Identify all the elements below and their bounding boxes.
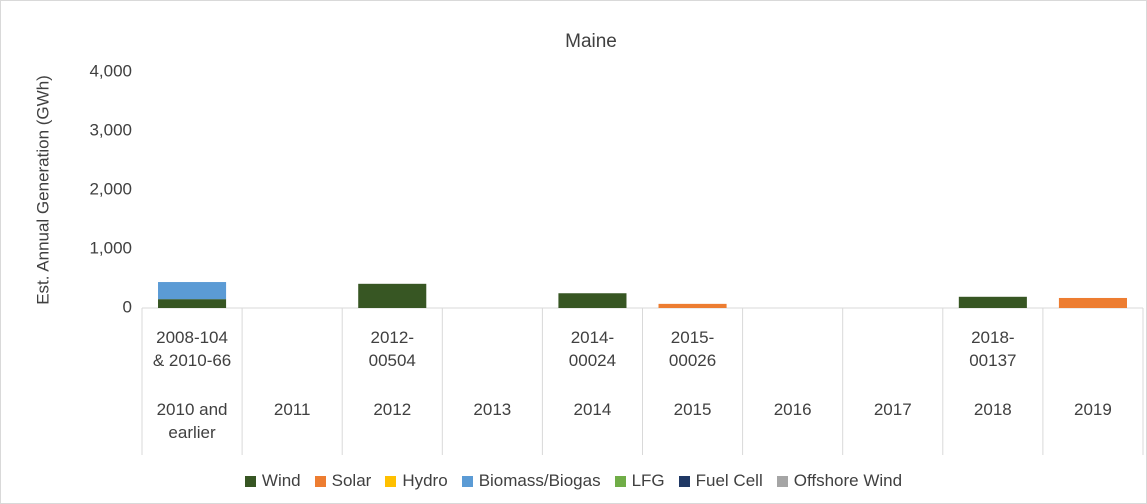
legend: Wind Solar Hydro Biomass/Biogas LFG Fuel Cell… — [0, 471, 1147, 491]
y-tick-label: 4,000 — [89, 61, 132, 80]
legend-item: Offshore Wind — [776, 471, 903, 491]
legend-swatch — [678, 475, 690, 487]
x-tick-label: 2012-00504 — [368, 328, 416, 370]
y-tick-label: 3,000 — [89, 120, 132, 139]
group-label: 2018 — [973, 400, 1012, 419]
group-label: 2016 — [773, 400, 812, 419]
group-label: 2017 — [873, 400, 912, 419]
group-label: 2015 — [673, 400, 712, 419]
y-tick-label: 2,000 — [89, 179, 132, 198]
y-tick-label: 0 — [123, 297, 132, 316]
legend-item: Biomass/Biogas — [461, 471, 601, 491]
y-tick-label: 1,000 — [89, 238, 132, 257]
legend-swatch — [244, 475, 256, 487]
legend-item: Solar — [314, 471, 372, 491]
x-tick-label: 2008-104 & 2010-66 — [152, 328, 232, 370]
legend-swatch — [314, 475, 326, 487]
x-tick-label: 2018-00137 — [969, 328, 1017, 370]
legend-item: Hydro — [385, 471, 448, 491]
group-label: 2013 — [473, 400, 512, 419]
group-label: 2012 — [373, 400, 412, 419]
bar-segment — [958, 296, 1027, 308]
legend-item: Fuel Cell — [678, 471, 763, 491]
legend-label: Hydro — [402, 471, 448, 490]
bar-segment — [658, 303, 727, 308]
legend-swatch — [614, 475, 626, 487]
legend-item: LFG — [614, 471, 665, 491]
legend-label: Offshore Wind — [793, 471, 903, 490]
legend-swatch — [461, 475, 473, 487]
legend-label: LFG — [631, 471, 665, 490]
group-label: 2010 and earlier — [156, 400, 228, 442]
group-label: 2014 — [573, 400, 612, 419]
y-axis-title: Est. Annual Generation (GWh) — [33, 75, 52, 305]
chart-title: Maine — [565, 31, 617, 52]
bar-segment — [358, 283, 427, 308]
bar-segment — [158, 299, 227, 308]
bar-segment — [558, 293, 627, 308]
group-label: 2011 — [273, 400, 311, 419]
x-tick-label: 2014-00024 — [568, 328, 617, 370]
x-tick-label: 2015-00026 — [668, 328, 717, 370]
legend-swatch — [385, 475, 397, 487]
legend-item: Wind — [244, 471, 301, 491]
legend-swatch — [776, 475, 788, 487]
legend-label: Solar — [331, 471, 372, 490]
legend-label: Fuel Cell — [695, 471, 763, 490]
legend-label: Biomass/Biogas — [478, 471, 601, 490]
group-label: 2019 — [1074, 400, 1112, 419]
bar-segment — [158, 282, 227, 300]
legend-label: Wind — [261, 471, 301, 490]
bar-segment — [1058, 297, 1127, 308]
